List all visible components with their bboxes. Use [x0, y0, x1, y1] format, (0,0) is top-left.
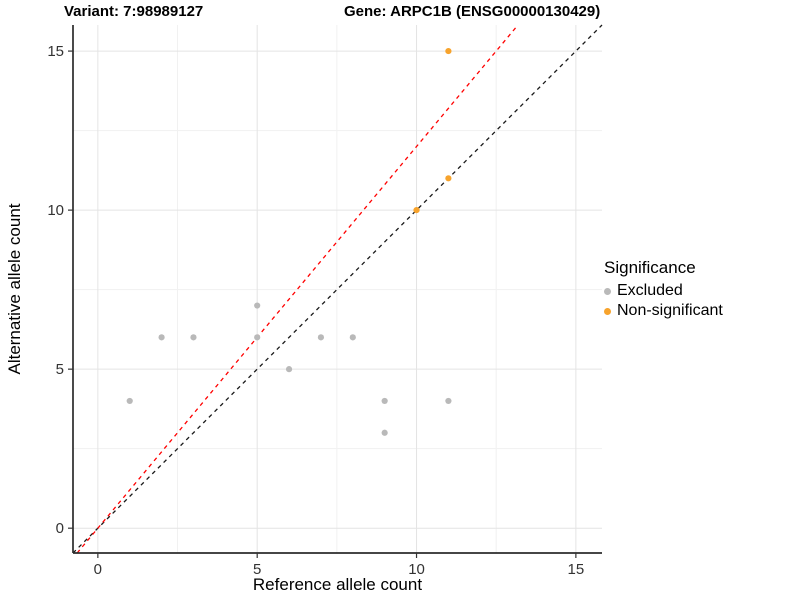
x-tick-label: 10 [408, 561, 425, 578]
legend-items: Excluded Non-significant [604, 281, 723, 321]
data-point-excluded [317, 334, 325, 341]
data-point-excluded [381, 397, 388, 405]
data-point-non-significant [413, 207, 420, 214]
y-axis-label: Alternative allele count [5, 203, 24, 375]
data-point-excluded [349, 334, 356, 341]
data-point-excluded [190, 334, 197, 341]
legend-dot-non-significant [604, 307, 611, 315]
legend-label: Non-significant [617, 302, 723, 319]
data-point-excluded [126, 397, 133, 405]
legend-item-non-significant: Non-significant [604, 301, 723, 321]
data-point-non-significant [445, 47, 452, 55]
data-point-excluded [254, 334, 261, 341]
data-point-non-significant [445, 175, 452, 182]
legend-title: Significance [604, 258, 696, 277]
legend-label: Excluded [617, 282, 683, 299]
data-point-excluded [445, 397, 452, 405]
y-tick-label: 5 [56, 361, 64, 378]
y-tick-label: 15 [47, 43, 64, 60]
data-point-excluded [381, 429, 388, 436]
legend-item-excluded: Excluded [604, 281, 723, 301]
x-tick-label: 0 [94, 561, 102, 578]
legend-dot-excluded [604, 287, 611, 295]
x-tick-label: 5 [253, 561, 261, 578]
gene-title: Gene: ARPC1B (ENSG00000130429) [344, 3, 601, 20]
legend: Significance Excluded Non-significant [604, 258, 723, 321]
x-axis-label: Reference allele count [252, 575, 423, 594]
variant-title: Variant: 7:98989127 [64, 3, 204, 20]
data-point-excluded [158, 334, 165, 341]
identity-line [72, 24, 603, 554]
data-point-excluded [254, 302, 261, 309]
x-tick-label: 15 [568, 561, 585, 578]
data-point-excluded [285, 366, 293, 373]
y-tick-label: 10 [47, 202, 64, 219]
y-tick-label: 0 [56, 520, 64, 537]
fit-line [76, 24, 519, 554]
